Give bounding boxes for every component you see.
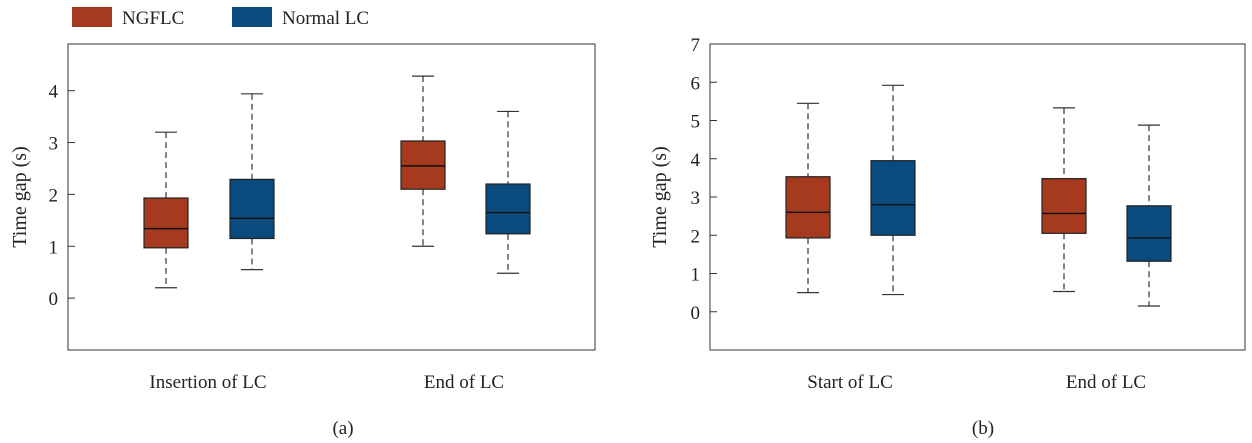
y-tick-label-b-6: 6 (691, 73, 701, 94)
box-b-2-normal-lc (1126, 124, 1172, 307)
panel-label-b: (b) (972, 418, 994, 439)
box-iqr (1126, 205, 1172, 262)
category-label-b-1: Start of LC (807, 372, 893, 393)
box-iqr (870, 160, 916, 236)
y-tick-label-b-4: 4 (691, 150, 701, 171)
y-axis-label-b: Time gap (s) (649, 146, 671, 247)
box-a-1-ngflc (143, 131, 189, 289)
y-tick-label-a-1: 1 (49, 237, 59, 258)
y-tick-label-a-0: 0 (49, 289, 59, 310)
box-iqr (485, 183, 531, 235)
category-label-a-2: End of LC (424, 372, 504, 393)
plot-frame-a (67, 43, 596, 351)
legend-swatch-normal-lc (232, 7, 272, 27)
box-iqr (143, 197, 189, 249)
legend: NGFLC Normal LC (72, 7, 369, 29)
category-label-a-1: Insertion of LC (149, 372, 266, 393)
panel-label-a: (a) (332, 418, 353, 439)
y-ticks-b: 0 1 2 3 4 5 6 7 (691, 35, 717, 324)
y-tick-label-b-3: 3 (691, 188, 701, 209)
box-a-2-ngflc (400, 75, 446, 247)
legend-label-ngflc: NGFLC (122, 8, 184, 29)
box-b-2-ngflc (1041, 107, 1087, 293)
y-tick-label-b-1: 1 (691, 265, 701, 286)
y-tick-label-b-0: 0 (691, 303, 701, 324)
boxes-b (785, 84, 1172, 307)
box-a-1-normal-lc (229, 93, 275, 271)
chart-panel-a: Time gap (s) 0 1 2 3 4 Insertion of LC End o… (9, 43, 596, 439)
y-axis-label-a: Time gap (s) (9, 146, 31, 247)
y-tick-label-b-7: 7 (691, 35, 701, 56)
y-tick-label-b-5: 5 (691, 112, 701, 133)
y-tick-label-a-3: 3 (49, 134, 59, 155)
legend-swatch-ngflc (72, 7, 112, 27)
box-b-1-normal-lc (870, 84, 916, 296)
legend-label-normal-lc: Normal LC (282, 8, 369, 29)
box-iqr (400, 140, 446, 190)
y-tick-label-a-2: 2 (49, 185, 59, 206)
category-label-b-2: End of LC (1066, 372, 1146, 393)
y-ticks-a: 0 1 2 3 4 (49, 82, 75, 310)
box-iqr (785, 176, 831, 239)
y-tick-label-b-2: 2 (691, 226, 701, 247)
box-iqr (229, 178, 275, 240)
box-a-2-normal-lc (485, 110, 531, 274)
box-b-1-ngflc (785, 102, 831, 294)
box-iqr (1041, 178, 1087, 234)
y-tick-label-a-4: 4 (49, 82, 59, 103)
boxes-a (143, 75, 531, 289)
chart-panel-b: Time gap (s) 0 1 2 3 4 5 6 7 Start of LC End of… (649, 35, 1246, 439)
